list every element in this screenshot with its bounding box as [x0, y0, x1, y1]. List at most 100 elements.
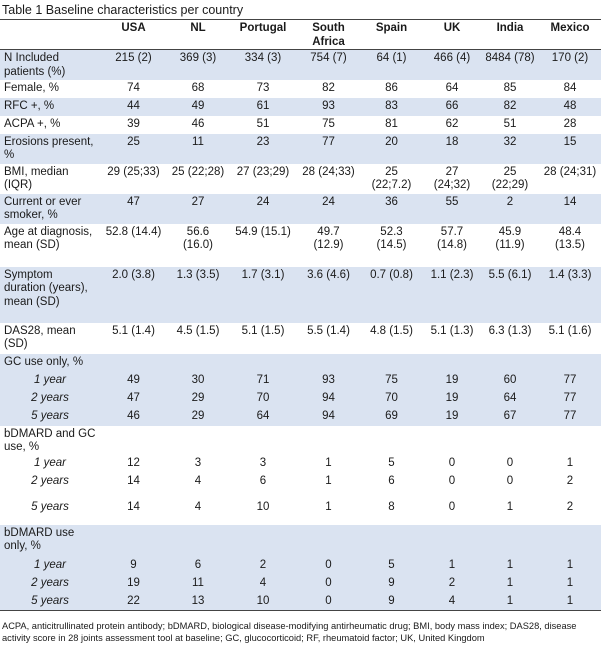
row-label: ACPA +, %: [4, 117, 61, 130]
table-cell: 18: [423, 133, 481, 164]
table-cell: 23: [229, 133, 297, 164]
table-cell: 754 (7): [297, 49, 360, 80]
table-cell: [481, 353, 539, 372]
table-cell: [481, 426, 539, 455]
table-cell: 0: [297, 556, 360, 575]
table-cell: 30: [167, 371, 229, 390]
row-label: RFC +, %: [0, 97, 100, 116]
table-cell: 466 (4): [423, 49, 481, 80]
table-cell: 10: [229, 592, 297, 611]
table-cell: 20: [360, 133, 423, 164]
sub-row: 1 year 12 3 3 1 5 0 0 1: [0, 455, 601, 473]
group-row: bDMARD use only, %: [0, 524, 601, 557]
table-cell: [539, 426, 601, 455]
table-cell: 51: [256, 117, 270, 130]
table-cell: 11: [167, 574, 229, 593]
table-cell: 8: [388, 500, 395, 513]
table-cell: 1.7 (3.1): [229, 266, 297, 323]
table-cell: 93: [297, 97, 360, 116]
table-cell: 5.1 (1.4): [112, 324, 155, 337]
table-cell: 28: [563, 117, 577, 130]
table-cell: 28 (24;33): [302, 165, 355, 178]
row-label: GC use only, %: [0, 353, 100, 372]
table-row: BMI, median (IQR) 29 (25;33) 25 (22;28) 27 …: [0, 164, 601, 194]
sub-row: 5 years 46 29 64 94 69 19 67 77: [0, 407, 601, 426]
group-row: GC use only, %: [0, 353, 601, 372]
table-cell: 51: [503, 117, 517, 130]
table-cell: [100, 353, 167, 372]
footnote: ACPA, anticitrullinated protein antibody…: [2, 621, 577, 643]
table-cell: 64: [481, 389, 539, 408]
table-cell: [297, 353, 360, 372]
table-cell: 6: [259, 474, 267, 487]
table-cell: 32: [481, 133, 539, 164]
table-cell: 0: [506, 474, 514, 487]
table-cell: 334 (3): [229, 49, 297, 80]
row-label: 1 year: [0, 556, 100, 575]
table-cell: [229, 426, 297, 455]
table-row: DAS28, mean (SD) 5.1 (1.4) 4.5 (1.5) 5.1 (1…: [0, 323, 601, 354]
sub-row: 5 years 14 4 10 1 8 0 1 2: [0, 491, 601, 525]
table-cell: [297, 524, 360, 557]
table-cell: 0.7 (0.8): [360, 266, 423, 323]
table-cell: [423, 426, 481, 455]
table-cell: 1.1 (2.3): [423, 266, 481, 323]
table-cell: 9: [360, 592, 423, 611]
row-label: 5 years: [31, 500, 69, 513]
table-cell: 54.9 (15.1): [235, 225, 291, 238]
table-row: Erosions present, % 25 11 23 77 20 18 32 15: [0, 133, 601, 164]
table-cell: 11: [167, 133, 229, 164]
table-cell: 6: [167, 556, 229, 575]
table-cell: 19: [423, 407, 481, 426]
table-cell: 52.8 (14.4): [105, 225, 162, 238]
table-cell: 15: [539, 133, 601, 164]
table-cell: 19: [423, 389, 481, 408]
table-cell: 5: [360, 556, 423, 575]
table-cell: 60: [481, 371, 539, 390]
table-cell: [167, 426, 229, 455]
table-cell: [100, 426, 167, 455]
table-cell: 9: [360, 574, 423, 593]
table-cell: 1: [539, 556, 601, 575]
table-cell: 48.4 (13.5): [554, 225, 586, 252]
table-cell: 44: [100, 97, 167, 116]
table-cell: 2: [566, 500, 574, 513]
table-cell: 74: [127, 81, 140, 94]
header-corner: [0, 19, 100, 50]
table-cell: 81: [385, 117, 398, 130]
table-cell: 14: [539, 193, 601, 224]
table-cell: 1: [539, 574, 601, 593]
table-cell: [539, 353, 601, 372]
table-cell: 19: [423, 371, 481, 390]
table-row: Age at diagnosis, mean (SD) 52.8 (14.4) 56…: [0, 224, 601, 267]
table-cell: 75: [322, 117, 335, 130]
table-cell: 9: [100, 556, 167, 575]
sub-row: 1 year 49 30 71 93 75 19 60 77: [0, 371, 601, 390]
table-cell: 64 (1): [360, 49, 423, 80]
table-row: Symptom duration (years), mean (SD) 2.0 (…: [0, 266, 601, 323]
table-row: N Included patients (%) 215 (2) 369 (3) 334…: [0, 49, 601, 80]
row-label: DAS28, mean (SD): [4, 324, 76, 351]
row-label: 1 year: [0, 371, 100, 390]
table-cell: 1: [325, 456, 332, 469]
row-label: 1 year: [34, 456, 66, 469]
table-cell: 93: [297, 371, 360, 390]
table-cell: 48: [539, 97, 601, 116]
row-label: Symptom duration (years), mean (SD): [0, 266, 100, 323]
row-label: 2 years: [0, 574, 100, 593]
row-label: 2 years: [31, 474, 69, 487]
table-cell: 4: [194, 500, 202, 513]
table-cell: 75: [360, 371, 423, 390]
table-cell: 77: [297, 133, 360, 164]
table-cell: 39: [127, 117, 140, 130]
table-cell: 83: [360, 97, 423, 116]
row-label: N Included patients (%): [0, 49, 100, 80]
table-caption: Table 1 Baseline characteristics per cou…: [2, 3, 244, 17]
sub-row: 1 year 9 6 2 0 5 1 1 1: [0, 556, 601, 575]
table-cell: 82: [322, 81, 335, 94]
table-cell: [423, 524, 481, 557]
column-header: UK: [423, 19, 481, 50]
table-cell: 68: [191, 81, 205, 94]
table-cell: 47: [100, 193, 167, 224]
table-cell: 0: [506, 456, 514, 469]
